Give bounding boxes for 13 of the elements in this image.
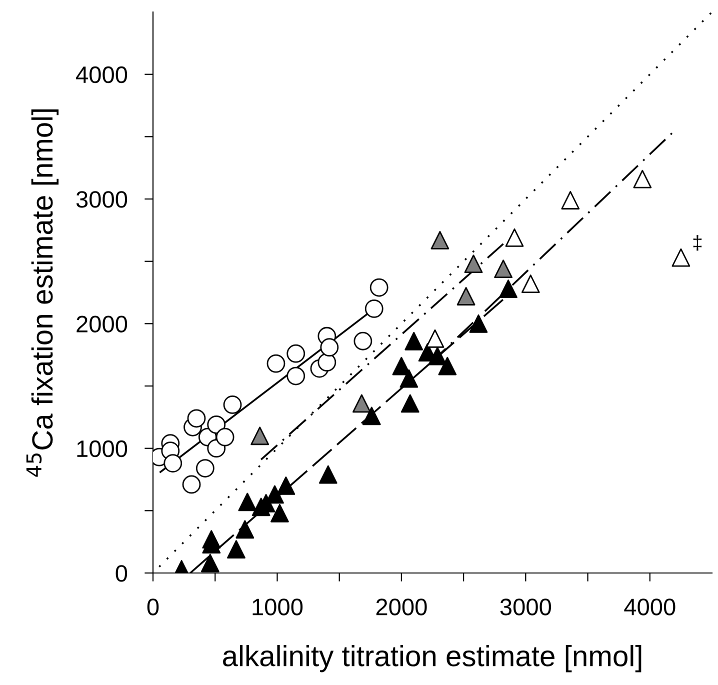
x-tick-label: 4000 (624, 598, 676, 616)
y-tick-label: 1000 (77, 440, 128, 458)
annotation: ‡ (693, 235, 702, 251)
y-tick-label: 2000 (76, 316, 128, 332)
x-tick-label: 2000 (376, 598, 427, 616)
x-tick-label: 3000 (500, 598, 552, 616)
y-axis-title: $^{45}$Ca fixation estimate [nmol] (26, 109, 59, 477)
x-tick-label: 0 (147, 598, 159, 616)
y-tick-label: 3000 (76, 191, 128, 208)
x-tick-label: 1000 (252, 598, 303, 616)
y-tick-label: 0 (116, 565, 128, 582)
x-axis-title: alkalinity titration estimate [nmol] (223, 645, 642, 672)
y-tick-label: 4000 (76, 66, 128, 84)
